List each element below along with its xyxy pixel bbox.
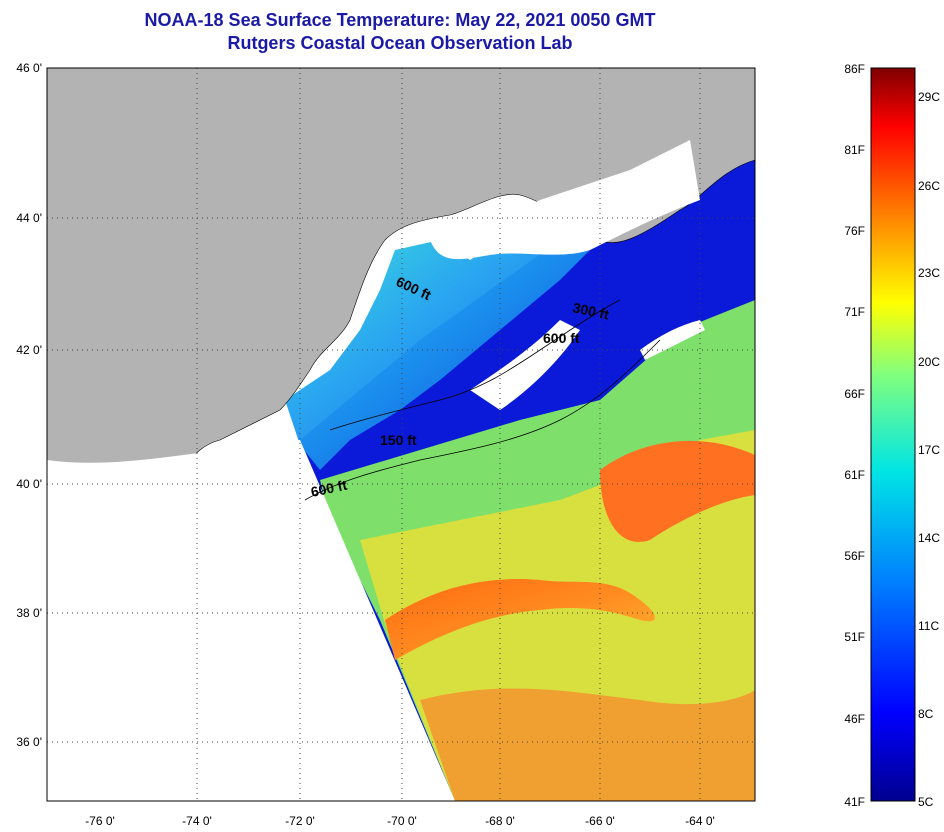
colorbar-c-label: 29C	[918, 90, 940, 104]
colorbar-gradient	[870, 67, 916, 802]
lon-label: -70 0'	[387, 814, 417, 828]
colorbar-c-label: 26C	[918, 179, 940, 193]
cloud-mask-southern-swath	[47, 440, 455, 801]
colorbar-f-label: 81F	[844, 143, 865, 157]
lon-label: -64 0'	[685, 814, 715, 828]
colorbar-c-label: 8C	[918, 707, 934, 721]
lat-label: 42 0'	[16, 343, 42, 357]
lat-axis: 46 0' 44 0' 42 0' 40 0' 38 0' 36 0'	[16, 61, 42, 749]
lat-label: 36 0'	[16, 735, 42, 749]
colorbar-f-label: 86F	[844, 62, 865, 76]
colorbar-f-label: 71F	[844, 305, 865, 319]
contour-label: 150 ft	[380, 432, 417, 448]
colorbar-f-label: 76F	[844, 224, 865, 238]
cloud-mask-sable	[640, 320, 705, 360]
colorbar-f-label: 41F	[844, 795, 865, 809]
colorbar-f-labels: 86F 81F 76F 71F 66F 61F 56F 51F 46F 41F	[844, 62, 865, 809]
colorbar-c-label: 11C	[918, 619, 939, 633]
map-subtitle: Rutgers Coastal Ocean Observation Lab	[227, 33, 573, 53]
warm-core-eddy	[600, 440, 755, 542]
colorbar-c-label: 23C	[918, 266, 940, 280]
graticule	[47, 68, 755, 801]
isobath-contours	[304, 299, 661, 501]
cloud-mask-offshore	[470, 320, 580, 410]
colorbar-c-label: 14C	[918, 531, 940, 545]
lat-label: 46 0'	[16, 61, 42, 75]
colorbar-f-label: 51F	[844, 630, 865, 644]
colorbar-f-label: 66F	[844, 387, 865, 401]
lon-axis: -76 0' -74 0' -72 0' -70 0' -68 0' -66 0…	[85, 814, 715, 828]
colorbar: 86F 81F 76F 71F 66F 61F 56F 51F 46F 41F …	[844, 62, 940, 809]
lat-label: 38 0'	[16, 606, 42, 620]
contour-label: 600 ft	[543, 330, 580, 346]
lon-label: -72 0'	[285, 814, 315, 828]
colorbar-f-label: 46F	[844, 712, 865, 726]
lon-label: -76 0'	[85, 814, 115, 828]
contour-label: 600 ft	[309, 477, 348, 500]
lon-label: -68 0'	[485, 814, 515, 828]
lon-label: -74 0'	[182, 814, 212, 828]
lon-label: -66 0'	[585, 814, 615, 828]
map-border	[46, 67, 756, 802]
colorbar-c-label: 20C	[918, 355, 940, 369]
colorbar-f-label: 56F	[844, 549, 865, 563]
cloud-mask-gulf-of-maine	[430, 140, 700, 260]
colorbar-c-labels: 29C 26C 23C 20C 17C 14C 11C 8C 5C	[918, 90, 940, 809]
colorbar-f-label: 61F	[844, 468, 865, 482]
colorbar-c-label: 5C	[918, 795, 934, 809]
lat-label: 44 0'	[16, 211, 42, 225]
warm-water-south	[420, 688, 755, 801]
contour-label: 300 ft	[571, 299, 610, 322]
map-title: NOAA-18 Sea Surface Temperature: May 22,…	[144, 10, 656, 30]
colorbar-c-label: 17C	[918, 443, 940, 457]
gulf-stream-core	[385, 579, 655, 660]
lat-label: 40 0'	[16, 477, 42, 491]
